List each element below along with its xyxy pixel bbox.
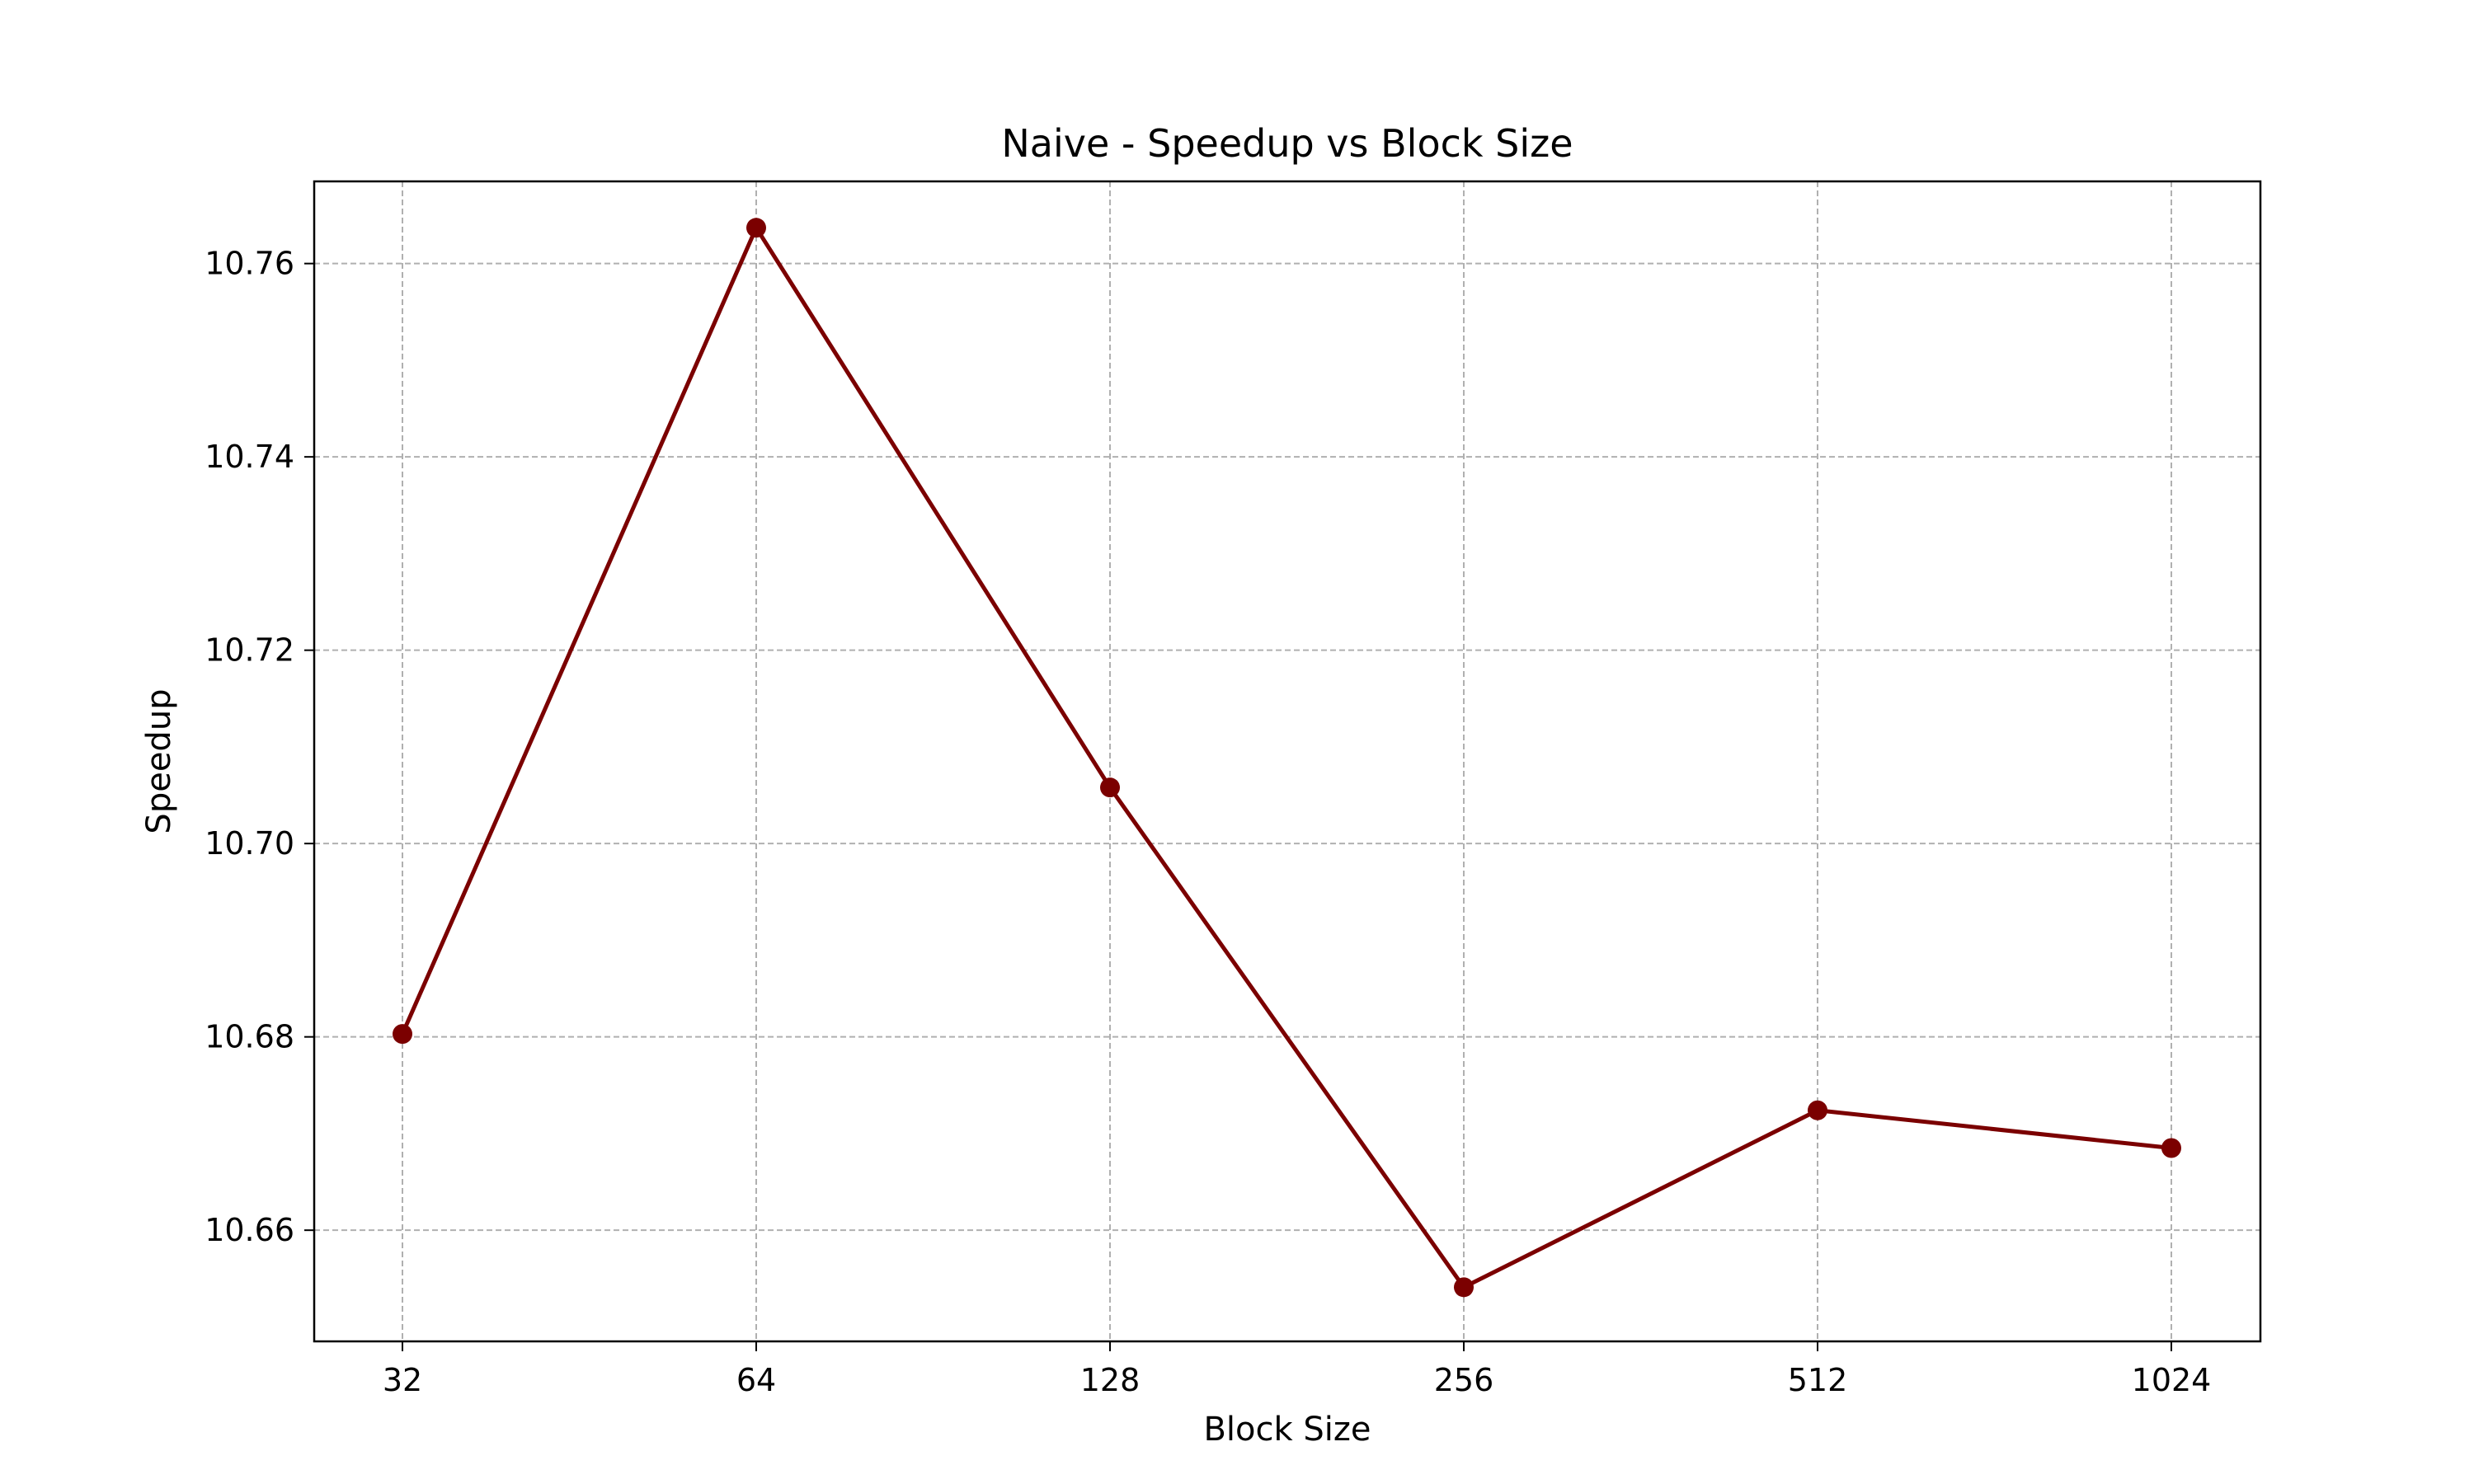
data-point bbox=[746, 218, 766, 238]
chart-title: Naive - Speedup vs Block Size bbox=[1001, 121, 1573, 166]
y-tick-label: 10.68 bbox=[205, 1019, 294, 1055]
x-tick-label: 512 bbox=[1788, 1362, 1848, 1398]
data-point bbox=[393, 1024, 412, 1045]
x-axis-ticks: 32 64 128 256 512 1024 bbox=[383, 1341, 2212, 1398]
y-axis-ticks: 10.66 10.68 10.70 10.72 10.74 10.76 bbox=[205, 246, 314, 1248]
x-tick-label: 1024 bbox=[2132, 1362, 2212, 1398]
y-axis-label: Speedup bbox=[140, 688, 178, 834]
plot-area-frame bbox=[313, 180, 2262, 1343]
y-tick-label: 10.72 bbox=[205, 632, 294, 669]
x-axis-label: Block Size bbox=[1203, 1411, 1371, 1449]
y-tick-label: 10.74 bbox=[205, 439, 294, 475]
x-tick-label: 128 bbox=[1080, 1362, 1141, 1398]
x-tick-label: 64 bbox=[736, 1362, 776, 1398]
x-tick-label: 32 bbox=[383, 1362, 422, 1398]
y-tick-label: 10.70 bbox=[205, 825, 294, 862]
data-point bbox=[2161, 1138, 2181, 1158]
series-line bbox=[400, 225, 2174, 1289]
y-tick-label: 10.76 bbox=[205, 246, 294, 282]
data-point bbox=[1454, 1277, 1474, 1298]
y-tick-label: 10.66 bbox=[205, 1212, 294, 1248]
x-tick-label: 256 bbox=[1434, 1362, 1494, 1398]
data-point bbox=[1100, 777, 1120, 798]
data-series bbox=[393, 218, 2181, 1298]
data-point bbox=[1808, 1100, 1827, 1120]
